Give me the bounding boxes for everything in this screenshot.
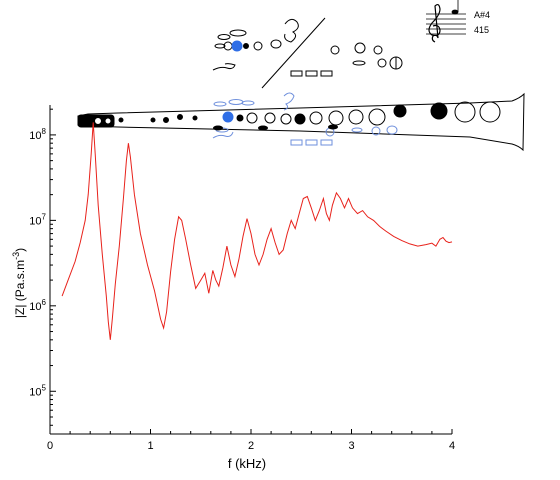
y-axis-label-exp: -3 [11, 252, 21, 260]
x-tick-label: 2 [248, 440, 254, 452]
instrument-drawing [77, 92, 525, 152]
key-closed [213, 125, 223, 131]
key-outline [305, 139, 318, 146]
fingering-hole-open [253, 41, 263, 51]
fingering-key [217, 34, 231, 40]
x-ticks: 0 1 2 3 4 [47, 429, 455, 452]
y-tick-label: 108 [29, 127, 46, 142]
instrument-hole-open [348, 109, 364, 125]
y-axis-label: |Z| (Pa.s.m-3) [11, 248, 27, 318]
instrument-hole-closed [150, 117, 156, 123]
key-closed [258, 125, 268, 131]
fingering-chart [212, 17, 403, 89]
y-axis-label-base: |Z| (Pa.s.m [13, 260, 27, 318]
fingering-key [320, 70, 333, 77]
key-outline [283, 92, 295, 111]
fingering-hole-closed-blue [231, 40, 243, 52]
instrument-hole [95, 118, 101, 124]
fingering-key [352, 60, 366, 66]
instrument-hole-open [454, 101, 476, 123]
instrument-hole-closed [236, 114, 244, 122]
note-head [451, 9, 459, 15]
instrument-hole-open [246, 112, 258, 124]
instrument-hole-closed [393, 104, 407, 118]
y-tick-label: 105 [29, 383, 46, 398]
y-tick-label: 107 [29, 212, 46, 227]
impedance-series-line [61, 122, 453, 340]
fingering-key [284, 18, 299, 43]
instrument-hole-open [309, 111, 323, 125]
instrument-hole-closed [118, 117, 124, 123]
key-outline [228, 99, 244, 105]
chart-axes [49, 105, 452, 435]
key-outline [212, 131, 234, 139]
fingering-hole-open [354, 42, 366, 54]
y-ticks: 105 106 107 108 [29, 108, 56, 426]
x-axis-label: f (kHz) [228, 456, 266, 471]
instrument-hole-closed-blue [222, 111, 234, 123]
instrument-body [77, 92, 525, 152]
fingering-key [290, 70, 303, 77]
key-outline [386, 125, 398, 135]
instrument-hole-closed [294, 113, 306, 125]
instrument-hole-open [264, 112, 276, 124]
x-tick-label: 4 [449, 440, 455, 452]
instrument-hole-closed [163, 117, 169, 123]
instrument-hole-open [368, 108, 386, 126]
fingering-hole-open [330, 45, 340, 55]
key-outline [351, 127, 363, 133]
note-frequency-label: 415 [474, 25, 489, 35]
x-tick-label: 0 [47, 440, 53, 452]
key-outline [290, 139, 303, 146]
fingering-key [305, 70, 318, 77]
fingering-key [270, 39, 282, 49]
fingering-key [214, 43, 226, 49]
key-overlay-black [213, 124, 338, 131]
fingering-hole-open [377, 58, 387, 68]
fingering-divider [261, 17, 326, 89]
fingering-hole-closed [243, 43, 249, 49]
instrument-hole [105, 118, 111, 124]
key-closed [328, 124, 338, 130]
instrument-hole-open [479, 101, 501, 123]
x-tick-label: 3 [348, 440, 354, 452]
x-tick-label: 1 [147, 440, 153, 452]
key-outline [213, 101, 227, 107]
y-axis-label-close: ) [13, 248, 27, 252]
note-name-label: A#4 [474, 10, 490, 20]
instrument-hole-open [280, 113, 292, 125]
instrument-hole-closed [192, 115, 198, 121]
music-staff [426, 0, 466, 43]
key-outline [371, 126, 381, 136]
instrument-hole-closed [430, 102, 448, 120]
fingering-key [229, 29, 247, 37]
instrument-hole-open [328, 110, 344, 126]
key-outline [320, 139, 333, 146]
key-outline [241, 100, 255, 106]
instrument-hole-closed [177, 114, 183, 120]
y-tick-label: 106 [29, 298, 46, 313]
fingering-hole-open [373, 45, 383, 55]
treble-clef-icon [428, 3, 441, 43]
fingering-key [212, 63, 236, 71]
